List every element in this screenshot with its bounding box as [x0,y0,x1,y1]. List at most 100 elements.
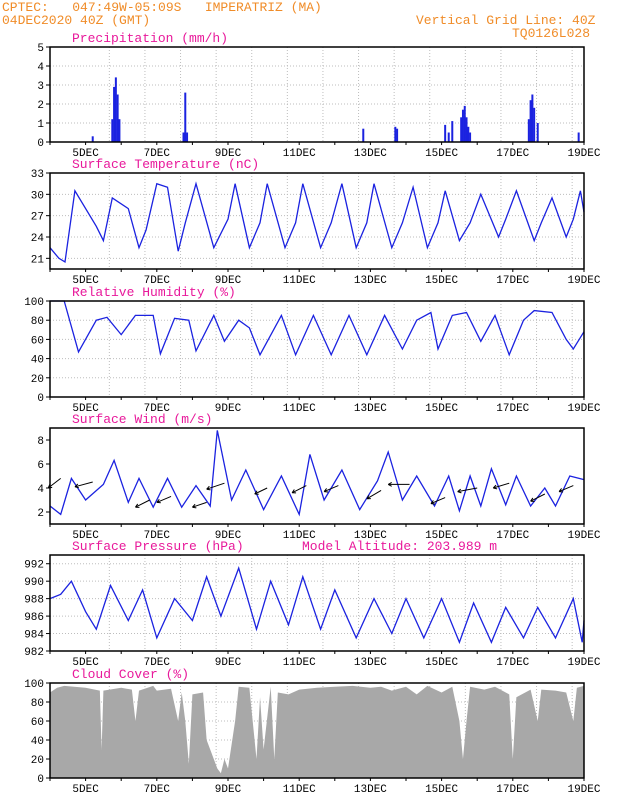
wind-arrow [291,485,307,494]
wind-arrow [492,482,510,490]
y-tick-label: 5 [37,43,44,55]
y-tick-label: 2 [37,508,44,520]
series-line [49,430,585,517]
precip-bar [536,123,539,142]
y-tick-label: 4 [37,484,44,496]
wind-arrow [74,481,93,489]
panel-3 [46,427,585,527]
precip-bar [396,128,399,142]
precip-bar [111,119,114,142]
x-tick-label: 7DEC [144,784,171,796]
x-tick-label: 19DEC [567,275,600,287]
x-tick-label: 17DEC [496,403,529,415]
panel-title: Relative Humidity (%) [72,285,236,300]
series-line [50,300,585,357]
x-tick-label: 19DEC [567,403,600,415]
precip-bar [460,117,463,142]
series-line [49,566,585,645]
x-tick-label: 11DEC [283,657,316,669]
wind-arrow [558,485,574,493]
wind-arrow [366,489,382,500]
x-tick-label: 13DEC [354,148,387,160]
y-tick-label: 40 [31,355,44,367]
y-tick-label: 4 [37,62,44,74]
precip-bar [114,77,117,142]
x-tick-label: 15DEC [425,657,458,669]
wind-arrow [156,495,172,504]
x-tick-label: 15DEC [425,148,458,160]
y-tick-label: 60 [31,335,44,347]
wind-arrow [206,482,225,491]
wind-arrow [135,499,150,508]
y-tick-label: 0 [37,774,44,786]
panel-frame [49,427,585,525]
x-tick-label: 15DEC [425,403,458,415]
panel-annotation: Model Altitude: 203.989 m [302,539,497,554]
y-tick-label: 986 [24,612,44,624]
x-tick-label: 15DEC [425,530,458,542]
x-tick-label: 9DEC [215,275,242,287]
panel-2 [46,300,585,400]
model-code: TQ0126L028 [512,26,591,41]
y-tick-label: 8 [37,436,44,448]
precip-bar [116,94,119,142]
x-tick-label: 13DEC [354,275,387,287]
run-date: 04DEC2020 40Z (GMT) [2,13,151,28]
y-tick-label: 990 [24,577,44,589]
x-tick-label: 5DEC [72,530,99,542]
x-tick-label: 15DEC [425,275,458,287]
x-tick-label: 19DEC [567,530,600,542]
x-tick-label: 7DEC [144,148,171,160]
x-tick-label: 11DEC [283,403,316,415]
x-tick-label: 5DEC [72,275,99,287]
precip-bar [527,119,530,142]
precip-bar [531,94,534,142]
wind-arrow [192,501,207,509]
wind-arrow [430,497,446,505]
panel-5 [46,682,585,781]
precip-bar [184,92,187,142]
x-tick-label: 13DEC [354,403,387,415]
y-tick-label: 20 [31,755,44,767]
wind-arrow [530,493,546,502]
x-tick-label: 7DEC [144,403,171,415]
station-line: CPTEC: 047:49W-05:09S IMPERATRIZ (MA) [2,0,322,15]
precip-bar [447,132,450,142]
panel-frame [49,554,585,652]
x-tick-label: 17DEC [496,657,529,669]
precip-bar [469,132,472,142]
panel-frame [49,682,585,779]
y-tick-label: 24 [31,233,45,245]
x-tick-label: 11DEC [283,275,316,287]
y-tick-label: 100 [24,297,44,309]
precip-bar [91,136,94,142]
x-tick-label: 13DEC [354,784,387,796]
panel-0 [46,46,585,145]
y-tick-label: 0 [37,393,44,405]
wind-arrow [323,485,339,493]
y-tick-label: 40 [31,736,44,748]
x-tick-label: 17DEC [496,275,529,287]
x-tick-label: 13DEC [354,530,387,542]
precip-bar [451,121,454,142]
y-tick-label: 982 [24,647,44,659]
y-tick-label: 27 [31,212,44,224]
precip-bar [362,128,365,142]
precip-bar [465,117,468,142]
x-tick-label: 15DEC [425,784,458,796]
panel-frame [49,300,585,398]
x-tick-label: 7DEC [144,530,171,542]
precip-bar [186,132,189,142]
x-tick-label: 11DEC [283,784,316,796]
x-tick-label: 9DEC [215,148,242,160]
header: CPTEC: 047:49W-05:09S IMPERATRIZ (MA) 04… [0,0,618,44]
panel-title: Precipitation (mm/h) [72,31,228,46]
x-tick-label: 7DEC [144,275,171,287]
panel-4 [46,554,585,654]
y-tick-label: 80 [31,316,44,328]
precip-bar [394,126,397,142]
y-tick-label: 0 [37,138,44,150]
precip-bar [533,107,536,142]
x-tick-label: 5DEC [72,148,99,160]
panel-frame [49,46,585,143]
